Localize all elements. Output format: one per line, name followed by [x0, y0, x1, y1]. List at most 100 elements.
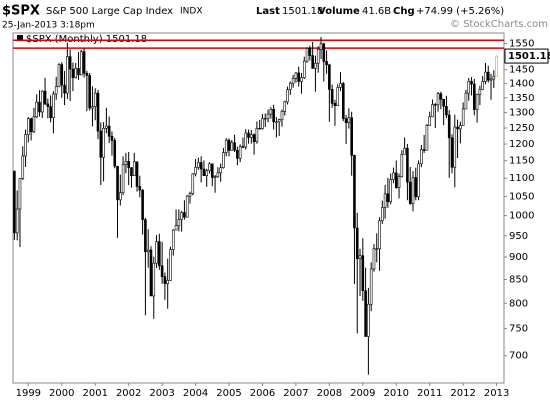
candle-body: [347, 117, 351, 123]
candle-body: [492, 75, 496, 80]
y-tick-label: 1250: [509, 123, 534, 134]
candle-body: [185, 195, 189, 218]
candle-body: [302, 60, 306, 78]
candle-body: [66, 56, 69, 94]
candle-body: [21, 155, 25, 179]
candle-body: [294, 72, 298, 79]
candle-body: [93, 92, 97, 107]
candle-body: [364, 290, 367, 337]
candle-body: [397, 176, 401, 188]
y-tick-label: 700: [509, 351, 528, 362]
y-tick-label: 1350: [509, 93, 534, 104]
candle-body: [194, 166, 197, 175]
candle-body: [411, 177, 415, 204]
candle-body: [305, 48, 309, 62]
candle-body: [459, 125, 462, 130]
chg-label: Chg: [393, 6, 415, 17]
x-tick-label: 2009: [350, 388, 375, 399]
y-tick-label: 800: [509, 298, 528, 309]
candle-body: [63, 84, 66, 94]
candle-body: [171, 229, 175, 250]
candle-body: [166, 280, 169, 284]
candle-body: [132, 161, 136, 176]
candle-body: [422, 149, 426, 151]
chg-value: +74.99 (+5.26%): [416, 6, 504, 17]
security-name: S&P 500 Large Cap Index: [46, 6, 173, 17]
x-tick-label: 2012: [450, 388, 475, 399]
candle-body: [375, 248, 379, 250]
y-tick-label: 1450: [509, 65, 534, 76]
candle-body: [319, 43, 323, 50]
candle-body: [205, 170, 209, 176]
x-tick-label: 2002: [116, 388, 141, 399]
candle-body: [372, 248, 376, 270]
candle-body: [236, 149, 239, 159]
candle-body: [336, 87, 340, 106]
candle-body: [68, 56, 72, 70]
candle-body: [13, 170, 16, 234]
candle-body: [24, 134, 27, 157]
watermark: © StockCharts.com: [450, 19, 548, 30]
candle-body: [258, 127, 261, 130]
candle-body: [311, 55, 314, 69]
candle-body: [489, 78, 493, 81]
legend-swatch: [17, 35, 23, 41]
candle-body: [183, 212, 186, 218]
candle-body: [27, 118, 30, 135]
last-value: 1501.18: [282, 6, 323, 17]
y-tick-label: 1550: [509, 39, 534, 50]
candle-body: [453, 126, 457, 168]
candle-body: [46, 103, 50, 107]
candle-body: [113, 140, 117, 167]
symbol: $SPX: [2, 4, 40, 19]
candle-body: [389, 179, 392, 203]
candle-body: [82, 51, 86, 74]
candle-body: [261, 118, 264, 129]
candle-body: [280, 111, 284, 120]
candle-body: [15, 208, 19, 234]
candle-body: [102, 127, 105, 158]
candle-body: [275, 121, 278, 123]
candle-body: [283, 101, 287, 112]
candle-body: [121, 164, 125, 194]
y-tick-label: 1050: [509, 191, 534, 202]
candle-body: [381, 207, 384, 222]
candle-body: [431, 104, 434, 118]
candle-body: [230, 142, 234, 151]
candle-body: [107, 125, 111, 137]
candle-body: [263, 118, 267, 120]
y-tick-label: 1300: [509, 108, 534, 119]
candle-body: [49, 106, 52, 119]
candle-body: [286, 89, 289, 103]
last-label: Last: [256, 6, 280, 17]
candle-body: [308, 48, 312, 56]
candle-body: [289, 82, 292, 90]
candle-body: [470, 80, 473, 85]
x-tick-label: 2001: [83, 388, 108, 399]
candle-body: [403, 147, 406, 155]
candle-body: [91, 106, 94, 109]
candle-body: [99, 130, 103, 158]
x-tick-label: 2003: [149, 388, 174, 399]
candle-body: [266, 113, 270, 119]
candle-body: [277, 119, 281, 123]
candle-body: [269, 108, 273, 115]
candle-body: [130, 167, 133, 176]
price-box: [504, 48, 549, 64]
candle-body: [197, 162, 200, 168]
plot-frame: [12, 32, 505, 384]
candle-body: [255, 127, 259, 143]
candle-body: [339, 83, 342, 88]
candle-body: [439, 93, 443, 100]
candle-body: [369, 268, 373, 305]
candle-body: [322, 43, 326, 62]
x-tick-label: 2004: [183, 388, 208, 399]
candle-body: [227, 139, 231, 151]
candle-body: [158, 241, 161, 267]
candle-body: [96, 92, 100, 132]
candle-body: [333, 103, 337, 106]
candle-body: [152, 262, 156, 297]
candle-body: [29, 118, 33, 133]
